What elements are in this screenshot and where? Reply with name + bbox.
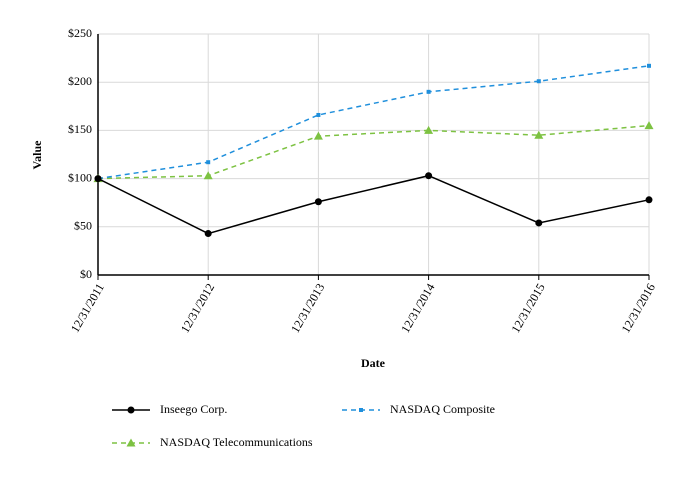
y-tick-label: $100 <box>68 170 92 184</box>
y-tick-label: $0 <box>80 267 92 281</box>
point <box>645 196 653 204</box>
series-line <box>97 124 650 180</box>
legend-marker <box>127 406 135 414</box>
x-tick-label: 12/31/2015 <box>508 281 547 335</box>
legend-label: NASDAQ Composite <box>390 402 495 416</box>
x-tick-label: 12/31/2016 <box>619 281 658 335</box>
y-tick-label: $150 <box>68 122 92 136</box>
legend-label: NASDAQ Telecommunications <box>160 435 313 449</box>
point <box>425 172 433 180</box>
x-tick-label: 12/31/2011 <box>68 281 107 335</box>
legend-marker <box>126 438 136 447</box>
point <box>94 175 102 183</box>
x-tick-label: 12/31/2012 <box>178 281 217 335</box>
point <box>426 89 431 94</box>
point <box>203 171 213 180</box>
y-tick-label: $250 <box>68 26 92 40</box>
y-tick-label: $200 <box>68 74 92 88</box>
series-line <box>97 174 650 235</box>
point <box>204 230 212 238</box>
point <box>534 130 544 139</box>
series-line <box>97 65 650 180</box>
point <box>535 219 543 227</box>
y-tick-label: $50 <box>74 219 92 233</box>
point <box>647 63 651 68</box>
legend-label: Inseego Corp. <box>160 402 227 416</box>
point <box>314 198 322 206</box>
point <box>206 160 211 165</box>
point <box>424 125 434 134</box>
legend-marker <box>359 408 363 412</box>
x-axis-title: Date <box>361 356 386 370</box>
point <box>316 112 321 117</box>
x-tick-label: 12/31/2013 <box>288 281 327 335</box>
point <box>536 79 541 84</box>
x-tick-label: 12/31/2014 <box>398 281 437 335</box>
y-axis-title: Value <box>30 140 44 170</box>
point <box>644 121 654 130</box>
point <box>313 131 323 140</box>
